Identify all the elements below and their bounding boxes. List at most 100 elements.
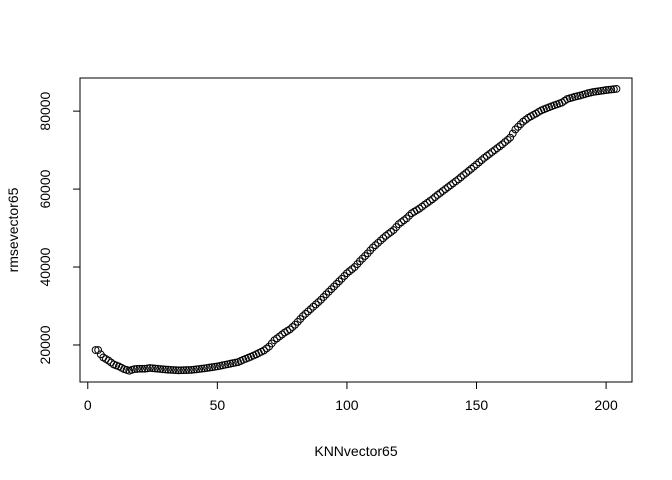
data-point bbox=[475, 158, 484, 167]
data-point bbox=[91, 346, 100, 354]
data-point bbox=[166, 365, 175, 374]
data-point bbox=[379, 234, 388, 243]
data-point bbox=[374, 238, 382, 247]
data-point bbox=[591, 87, 600, 96]
data-point bbox=[470, 162, 478, 171]
data-point bbox=[397, 218, 406, 227]
data-point bbox=[301, 309, 310, 318]
data-point bbox=[599, 86, 608, 95]
data-point bbox=[612, 85, 621, 93]
data-point bbox=[135, 364, 144, 373]
x-tick-label: 0 bbox=[84, 397, 92, 413]
data-point bbox=[387, 228, 395, 236]
data-point bbox=[151, 364, 160, 373]
data-point bbox=[503, 135, 512, 144]
data-point bbox=[433, 191, 442, 199]
data-point bbox=[273, 334, 281, 343]
data-point bbox=[358, 254, 367, 263]
data-point bbox=[343, 269, 351, 278]
data-point bbox=[597, 86, 605, 95]
data-point bbox=[94, 346, 103, 354]
data-point bbox=[457, 173, 465, 182]
y-axis-label: rmsevector65 bbox=[5, 187, 21, 272]
y-axis: 20000 40000 60000 80000 bbox=[37, 91, 81, 364]
x-tick-label: 50 bbox=[210, 397, 226, 413]
data-point bbox=[493, 144, 502, 153]
data-point bbox=[498, 140, 507, 149]
data-point bbox=[140, 364, 149, 373]
data-point bbox=[594, 87, 603, 96]
data-point bbox=[146, 364, 154, 372]
data-point bbox=[444, 183, 452, 192]
x-tick-label: 150 bbox=[465, 397, 489, 413]
data-point bbox=[485, 150, 494, 158]
data-point bbox=[488, 148, 496, 156]
data-points bbox=[91, 85, 621, 375]
data-point bbox=[159, 365, 167, 374]
data-point bbox=[208, 363, 217, 372]
data-point bbox=[451, 177, 460, 186]
data-point bbox=[288, 323, 297, 331]
data-point bbox=[516, 120, 525, 129]
y-tick-label: 60000 bbox=[37, 169, 53, 208]
data-point bbox=[428, 195, 437, 204]
data-point bbox=[602, 86, 610, 94]
data-point bbox=[182, 366, 191, 374]
data-point bbox=[511, 125, 520, 134]
data-point bbox=[332, 280, 341, 288]
data-point bbox=[203, 364, 211, 372]
data-point bbox=[133, 365, 141, 373]
data-point bbox=[506, 133, 515, 142]
data-point bbox=[179, 366, 188, 375]
data-point bbox=[311, 300, 320, 309]
data-point bbox=[501, 138, 509, 146]
data-point bbox=[337, 274, 346, 283]
data-point bbox=[309, 302, 318, 311]
data-point bbox=[371, 241, 380, 250]
data-point bbox=[589, 88, 598, 96]
data-point bbox=[361, 252, 369, 260]
data-point bbox=[394, 220, 403, 229]
data-point bbox=[330, 282, 338, 291]
data-point bbox=[275, 332, 284, 341]
data-point bbox=[322, 290, 331, 299]
data-point bbox=[368, 243, 377, 252]
data-point bbox=[143, 364, 152, 373]
data-point bbox=[508, 129, 517, 138]
data-point bbox=[425, 197, 434, 205]
data-point bbox=[306, 305, 315, 314]
data-point bbox=[472, 160, 481, 169]
data-point bbox=[324, 287, 333, 296]
data-point bbox=[195, 365, 204, 373]
data-point bbox=[438, 187, 447, 195]
data-point bbox=[169, 366, 178, 374]
data-point bbox=[376, 236, 385, 245]
data-point bbox=[190, 365, 198, 374]
data-point bbox=[177, 366, 185, 375]
y-tick-label: 20000 bbox=[37, 325, 53, 364]
data-point bbox=[381, 231, 390, 240]
x-tick-label: 200 bbox=[594, 397, 618, 413]
data-point bbox=[384, 230, 393, 238]
data-point bbox=[402, 214, 411, 223]
data-point bbox=[348, 265, 357, 274]
data-point bbox=[446, 181, 455, 190]
x-tick-label: 100 bbox=[335, 397, 359, 413]
data-point bbox=[153, 364, 162, 373]
data-point bbox=[304, 307, 312, 316]
data-point bbox=[340, 272, 349, 280]
data-point bbox=[609, 85, 618, 94]
y-tick-label: 40000 bbox=[37, 247, 53, 286]
data-point bbox=[480, 154, 489, 162]
data-point bbox=[345, 267, 354, 276]
data-point bbox=[317, 295, 325, 304]
data-point bbox=[490, 146, 499, 155]
data-point bbox=[205, 363, 214, 372]
data-point bbox=[148, 364, 157, 373]
data-point bbox=[607, 85, 616, 94]
data-point bbox=[482, 152, 491, 160]
data-point bbox=[462, 169, 471, 177]
data-point bbox=[327, 285, 336, 294]
data-point bbox=[104, 356, 113, 365]
data-point bbox=[187, 366, 196, 374]
